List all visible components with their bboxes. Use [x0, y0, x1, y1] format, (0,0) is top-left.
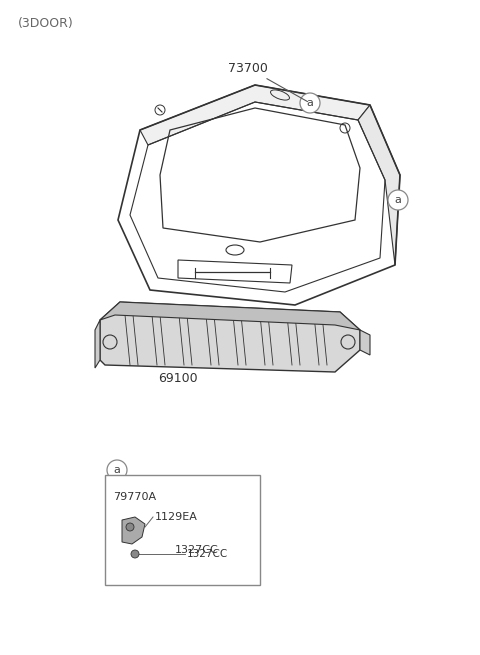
Text: 79770A: 79770A: [113, 492, 156, 502]
Circle shape: [300, 93, 320, 113]
Polygon shape: [95, 320, 100, 368]
Polygon shape: [360, 330, 370, 355]
Text: a: a: [307, 98, 313, 108]
Polygon shape: [358, 105, 400, 265]
Text: 1129EA: 1129EA: [155, 512, 198, 522]
Text: (3DOOR): (3DOOR): [18, 17, 74, 30]
Text: 73700: 73700: [228, 62, 308, 102]
Text: 1327CC: 1327CC: [187, 549, 228, 559]
Polygon shape: [140, 85, 370, 145]
Polygon shape: [122, 517, 145, 544]
Text: a: a: [114, 465, 120, 475]
Circle shape: [126, 523, 134, 531]
Polygon shape: [100, 302, 360, 372]
Text: a: a: [395, 195, 401, 205]
FancyBboxPatch shape: [105, 475, 260, 585]
Circle shape: [388, 190, 408, 210]
Text: 69100: 69100: [158, 371, 198, 384]
Circle shape: [131, 550, 139, 558]
Polygon shape: [100, 302, 360, 330]
Text: 1327CC: 1327CC: [175, 545, 219, 555]
Circle shape: [107, 460, 127, 480]
